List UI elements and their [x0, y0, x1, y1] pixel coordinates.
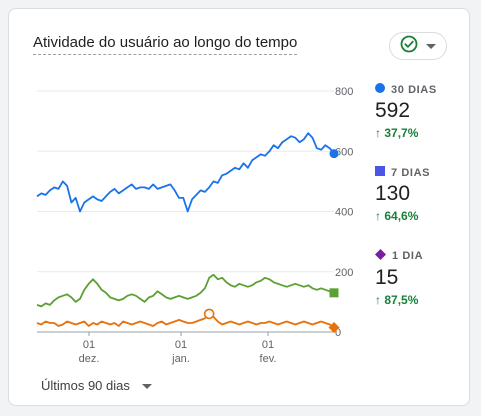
arrow-up-icon: ↑ — [375, 293, 381, 307]
x-tick-day: 01 — [175, 339, 187, 351]
series-end-marker-1-day — [328, 321, 340, 333]
y-tick-label: 200 — [335, 267, 353, 279]
legend-change-30-days: 37,7% — [384, 126, 419, 140]
series-line-0 — [36, 132, 335, 213]
legend-change-7-days: 64,6% — [384, 209, 419, 223]
legend-change-1-day: 87,5% — [384, 293, 419, 307]
legend-value-30-days: 592 — [375, 99, 411, 122]
date-range-label: Últimos 90 dias — [41, 378, 130, 393]
diamond-marker-icon — [375, 249, 386, 263]
x-tick-month: dez. — [79, 353, 100, 365]
y-tick-label: 800 — [335, 86, 353, 98]
x-tick-day: 01 — [83, 339, 95, 351]
y-tick-label: 400 — [335, 207, 353, 219]
x-tick-month: fev. — [260, 353, 277, 365]
user-activity-chart: 0 200 400 600 800 01 dez. 01 jan. 01 fev. — [29, 79, 369, 369]
y-tick-label: 0 — [335, 327, 341, 339]
y-tick-label: 600 — [335, 146, 353, 158]
legend-label-30-days: 30 DIAS — [391, 83, 437, 96]
legend-item-1-day: 1 DIA 15 ↑ 87,5% — [375, 249, 423, 307]
chart-svg: 0 200 400 600 800 01 dez. 01 jan. 01 fev. — [36, 86, 353, 365]
legend-label-1-day: 1 DIA — [392, 250, 424, 262]
series-line-2 — [36, 312, 335, 329]
date-range-dropdown[interactable]: Últimos 90 dias — [41, 378, 152, 393]
annotation-marker — [203, 308, 215, 320]
series-line-1 — [36, 273, 335, 308]
arrow-up-icon: ↑ — [375, 209, 381, 223]
caret-down-icon — [426, 37, 436, 55]
legend-item-7-days: 7 DIAS 130 ↑ 64,6% — [375, 166, 430, 223]
x-tick-month: jan. — [171, 353, 190, 365]
legend-value-1-day: 15 — [375, 266, 399, 289]
user-activity-card: Atividade do usuário ao longo do tempo 0… — [8, 8, 470, 406]
legend-label-7-days: 7 DIAS — [391, 166, 431, 179]
arrow-up-icon: ↑ — [375, 126, 381, 140]
card-options-button[interactable] — [389, 32, 447, 60]
legend-item-30-days: 30 DIAS 592 ↑ 37,7% — [375, 83, 437, 140]
caret-down-icon — [141, 378, 152, 393]
circle-marker-icon — [375, 83, 385, 96]
check-circle-icon — [400, 35, 418, 58]
x-tick-day: 01 — [262, 339, 274, 351]
series-end-marker-30-days — [329, 149, 339, 159]
square-marker-icon — [375, 166, 385, 179]
series-end-marker-7-days — [329, 288, 339, 298]
card-title: Atividade do usuário ao longo do tempo — [33, 34, 298, 55]
legend-value-7-days: 130 — [375, 182, 411, 205]
